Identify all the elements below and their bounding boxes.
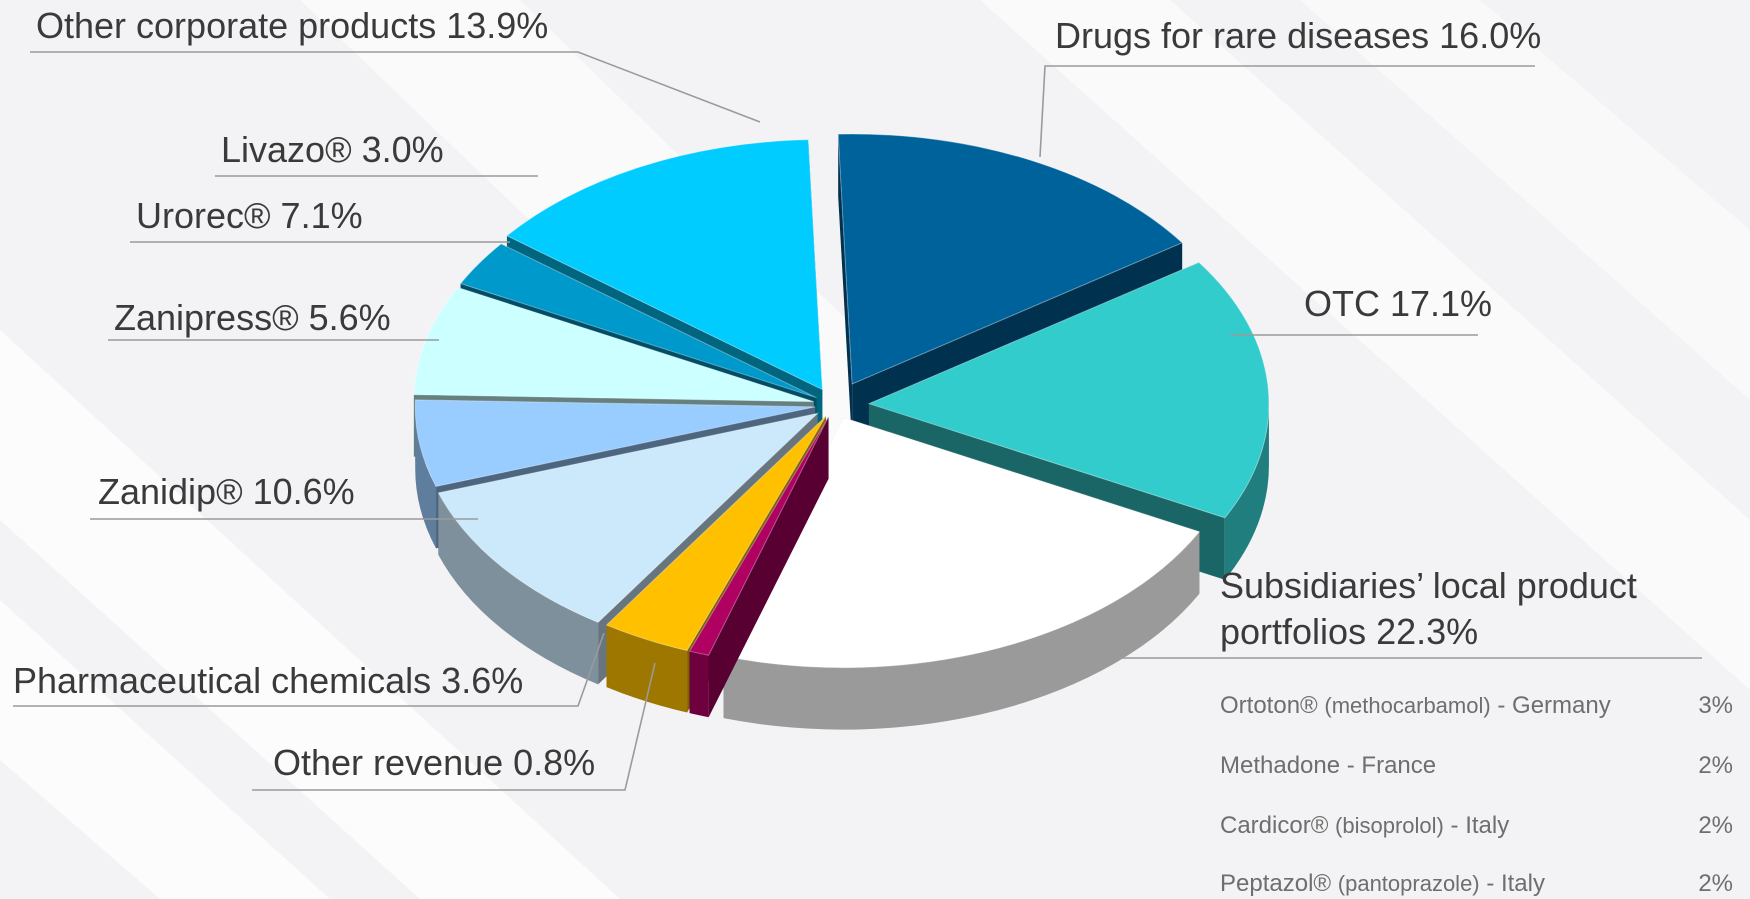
subsidiary-qualifier: (bisoprolol) — [1335, 813, 1444, 838]
subsidiary-row-ortoton: Ortoton® (methocarbamol) - Germany 3% — [1220, 692, 1733, 720]
label-other-corporate-products: Other corporate products 13.9% — [36, 5, 549, 46]
label-livazo: Livazo® 3.0% — [221, 129, 444, 170]
subsidiary-row-methadone: Methadone - France 2% — [1220, 752, 1733, 780]
leader-line-4 — [252, 662, 656, 791]
label-otc: OTC 17.1% — [1304, 283, 1493, 324]
subsidiary-value: 2% — [1698, 812, 1733, 839]
subsidiary-country: - Germany — [1497, 692, 1611, 719]
label-drugs-rare-diseases: Drugs for rare diseases 16.0% — [1055, 15, 1542, 56]
label-other-revenue: Other revenue 0.8% — [273, 742, 596, 783]
subsidiary-value: 3% — [1698, 692, 1733, 719]
pie-slice-4 — [688, 416, 829, 718]
subsidiary-qualifier: (pantoprazole) — [1337, 871, 1480, 896]
subsidiary-row-cardicor: Cardicor® (bisoprolol) - Italy 2% — [1220, 812, 1733, 840]
subsidiary-value: 2% — [1698, 752, 1733, 779]
subsidiary-row-peptazol: Peptazol® (pantoprazole) - Italy 2% — [1220, 870, 1733, 898]
subsidiary-name: Methadone — [1220, 752, 1341, 779]
subsidiary-country: - France — [1346, 752, 1437, 779]
subsidiary-name: Peptazol® — [1220, 870, 1332, 897]
subsidiary-name: Cardicor® — [1220, 812, 1329, 839]
label-zanidip: Zanidip® 10.6% — [98, 471, 355, 512]
leader-line-5 — [13, 632, 605, 707]
label-urorec: Urorec® 7.1% — [136, 195, 363, 236]
leader-line-10 — [30, 51, 761, 123]
label-subsidiaries: Subsidiaries’ local product portfolios 2… — [1220, 565, 1637, 652]
subsidiary-country: - Italy — [1486, 870, 1545, 897]
subsidiary-qualifier: (methocarbamol) — [1324, 693, 1491, 718]
subsidiary-value: 2% — [1698, 870, 1733, 897]
label-zanipress: Zanipress® 5.6% — [114, 297, 391, 338]
label-pharmaceutical-chemicals: Pharmaceutical chemicals 3.6% — [13, 660, 524, 701]
leader-line-1 — [1039, 65, 1535, 158]
subsidiary-country: - Italy — [1450, 812, 1510, 839]
subsidiary-name: Ortoton® — [1220, 692, 1318, 719]
